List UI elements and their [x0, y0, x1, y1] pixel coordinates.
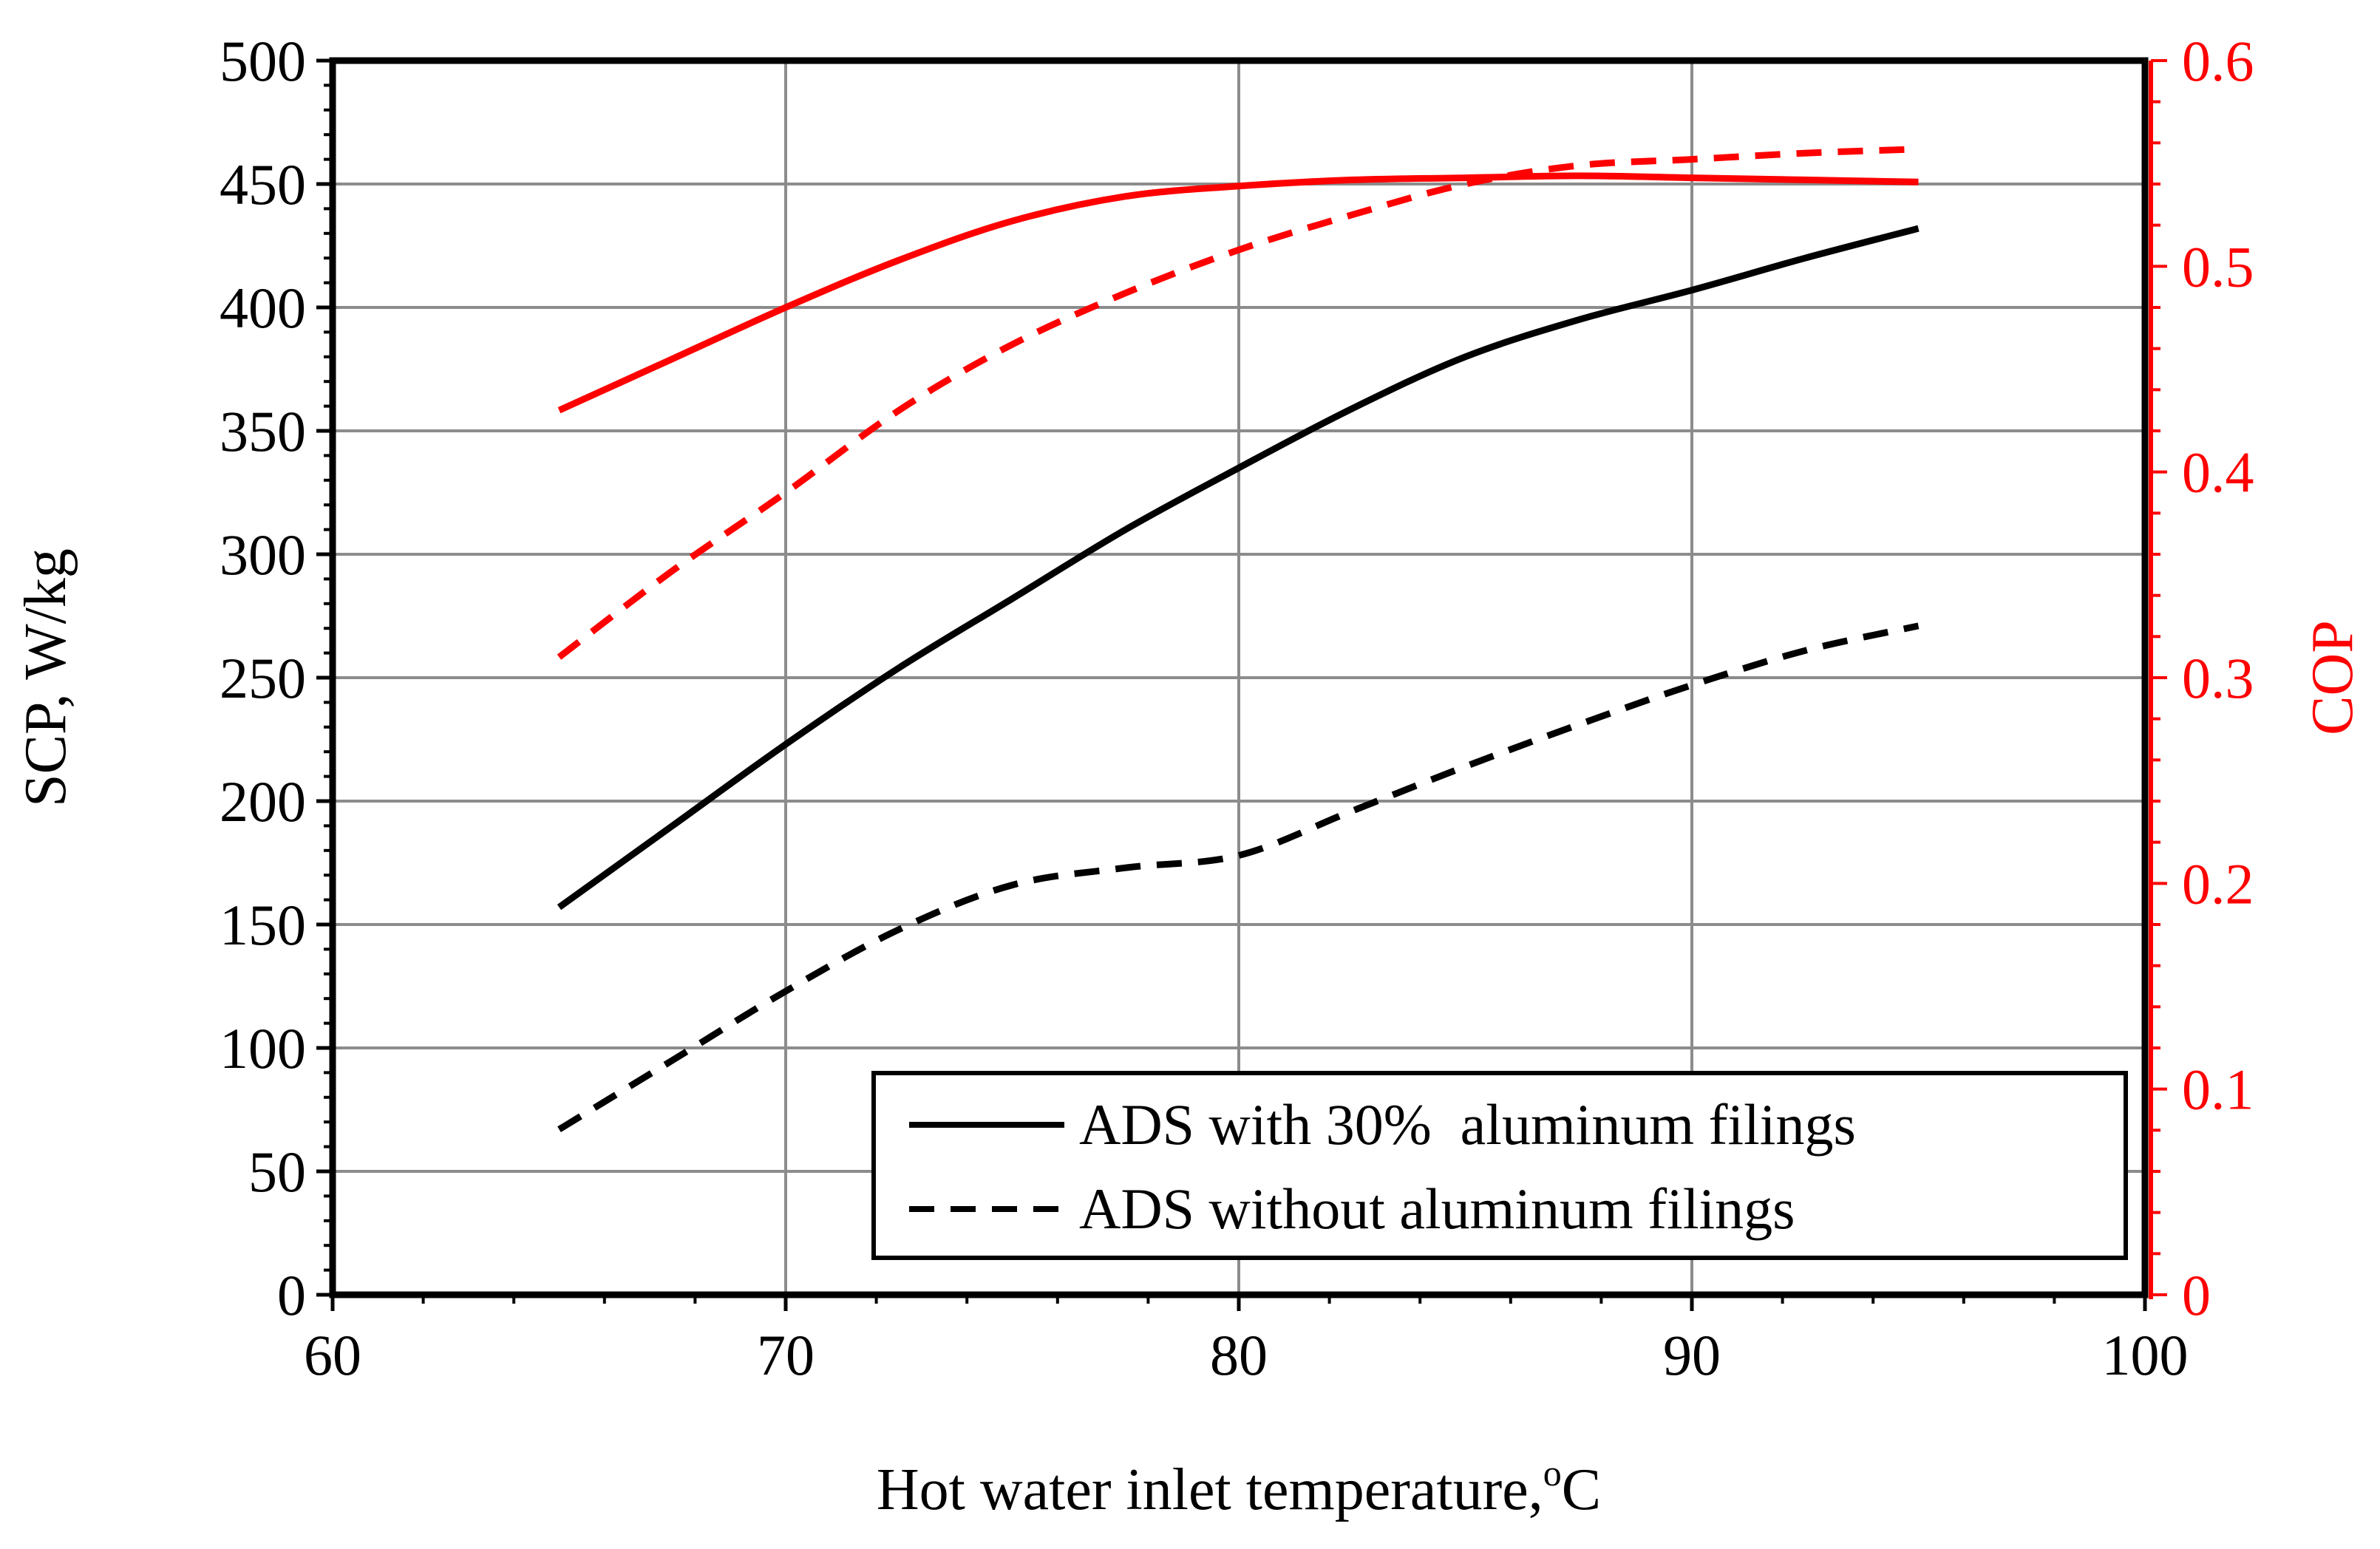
y-tick-label: 350: [220, 399, 306, 463]
series-layer: [557, 146, 1920, 1133]
y-tick-label: 50: [248, 1140, 306, 1204]
x-axis-title-main: Hot water inlet temperature,: [877, 1457, 1543, 1522]
y2-tick-label: 0.4: [2182, 440, 2254, 505]
series-line-cop-with-aluminum: [557, 172, 1919, 414]
y-tick-label: 250: [220, 646, 306, 710]
y2-tick-label: 0.5: [2182, 234, 2254, 299]
x-tick-label: 60: [304, 1323, 361, 1387]
x-axis-title-unit: C: [1562, 1457, 1601, 1522]
y2-tick-label: 0.2: [2182, 851, 2254, 916]
x-axis-title-superscript: o: [1543, 1452, 1562, 1494]
legend-box: [871, 1071, 2128, 1260]
axes: 0 50 100 150 200 250 300 350 400 450 500 60 70 80 90 10…: [220, 29, 2254, 1387]
y2-tick-label: 0: [2182, 1263, 2211, 1327]
legend: ADS with 30% aluminum filings ADS withou…: [871, 1071, 2128, 1260]
y-tick-label: 100: [220, 1016, 306, 1080]
y-tick-label: 0: [277, 1263, 306, 1327]
legend-label-without-aluminum: ADS without aluminum filings: [1079, 1177, 1795, 1241]
y-tick-label: 200: [220, 769, 306, 834]
x-tick-label: 100: [2102, 1323, 2189, 1387]
x-tick-label: 90: [1663, 1323, 1721, 1387]
series-line-scp-without-aluminum: [557, 622, 1920, 1133]
y2-tick-label: 0.6: [2182, 29, 2254, 93]
series-line-cop-without-aluminum: [557, 146, 1919, 660]
grid: [333, 61, 2145, 1295]
y-tick-label: 150: [220, 893, 306, 957]
legend-label-with-aluminum: ADS with 30% aluminum filings: [1079, 1092, 1856, 1157]
y-tick-label: 450: [220, 152, 306, 217]
y-tick-label: 500: [220, 29, 306, 93]
x-tick-label: 80: [1210, 1323, 1268, 1387]
x-axis-title: Hot water inlet temperature,oC: [877, 1452, 1601, 1522]
y2-tick-label: 0.1: [2182, 1058, 2254, 1122]
y-tick-label: 300: [220, 522, 306, 587]
y-tick-label: 400: [220, 276, 306, 340]
y2-tick-label: 0.3: [2182, 646, 2254, 710]
x-tick-label: 70: [757, 1323, 815, 1387]
y-axis-title: SCP, W/kg: [13, 548, 78, 807]
series-line-scp-with-aluminum: [557, 225, 1920, 910]
y2-axis-title: COP: [2300, 620, 2365, 735]
